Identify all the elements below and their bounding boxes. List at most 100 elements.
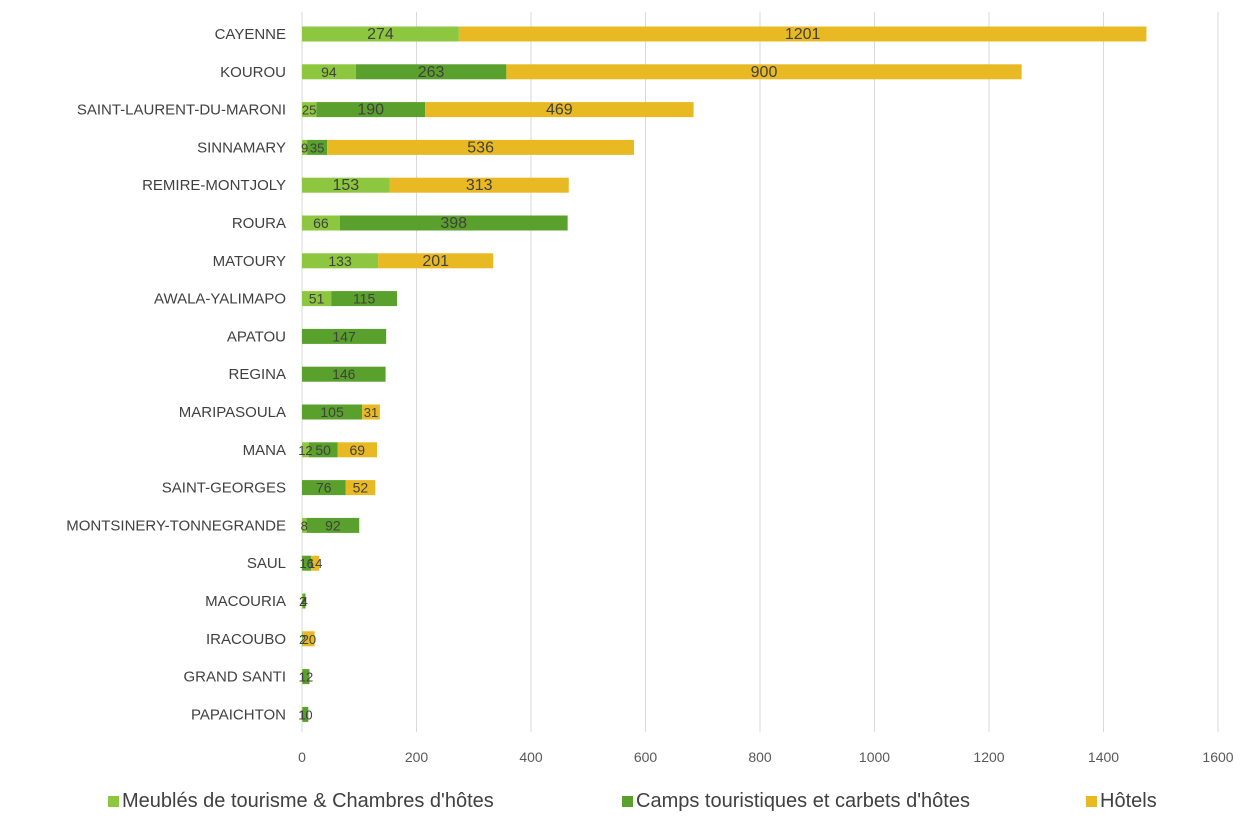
x-tick-label: 1200 — [973, 749, 1004, 765]
bar-segment — [308, 442, 338, 458]
legend-item: Meublés de tourisme & Chambres d'hôtes — [108, 790, 494, 812]
data-label: 190 — [357, 102, 384, 119]
bar-segment — [316, 102, 426, 118]
bar-segment — [302, 215, 340, 231]
data-label: 274 — [367, 26, 394, 43]
gridlines — [301, 12, 1219, 732]
bar-segment — [302, 139, 308, 155]
category-label: GRAND SANTI — [183, 669, 286, 686]
category-label: APATOU — [227, 328, 286, 345]
legend-label: Hôtels — [1100, 790, 1157, 812]
category-label: SAINT-LAURENT-DU-MARONI — [77, 102, 286, 119]
x-tick-label: 1600 — [1202, 749, 1233, 765]
data-label: 69 — [349, 442, 365, 458]
bar-segment — [302, 631, 304, 647]
category-label: AWALA-YALIMAPO — [154, 291, 286, 308]
data-label: 20 — [302, 632, 316, 647]
category-label: REMIRE-MONTJOLY — [142, 177, 286, 194]
bar-segment — [302, 366, 386, 382]
legend-item: Camps touristiques et carbets d'hôtes — [622, 790, 970, 812]
data-label: 1201 — [785, 26, 821, 43]
legend-label: Meublés de tourisme & Chambres d'hôtes — [122, 790, 494, 812]
category-label: SAUL — [247, 555, 286, 572]
data-label: 51 — [309, 291, 325, 307]
legend-swatch — [1086, 796, 1097, 807]
data-label: 14 — [308, 556, 322, 571]
bar-segment — [506, 64, 1022, 80]
category-label: REGINA — [228, 366, 286, 383]
data-label: 536 — [467, 139, 494, 156]
x-tick-label: 800 — [748, 749, 772, 765]
data-label: 12 — [298, 443, 312, 458]
x-tick-label: 0 — [298, 749, 306, 765]
bar-segment — [302, 64, 356, 80]
data-label: 4 — [301, 594, 308, 609]
legend-swatch — [622, 796, 633, 807]
bar-segment — [311, 555, 320, 571]
data-label: 105 — [320, 404, 344, 420]
bar-segment — [355, 64, 507, 80]
bar-segment — [389, 177, 569, 193]
data-label: 31 — [364, 405, 378, 420]
category-label: CAYENNE — [215, 26, 286, 43]
bar-segment — [302, 404, 363, 420]
data-label: 25 — [302, 103, 316, 118]
category-label: MONTSINERY-TONNEGRANDE — [66, 517, 286, 534]
data-label: 398 — [440, 215, 467, 232]
data-label: 50 — [315, 442, 331, 458]
bar-segment — [378, 253, 494, 269]
bars — [302, 26, 1147, 722]
data-label: 2 — [299, 632, 306, 647]
data-label: 2 — [299, 594, 306, 609]
bar-segment — [302, 102, 317, 118]
legend-swatch — [108, 796, 119, 807]
bar-segment — [302, 253, 379, 269]
bar-segment — [302, 669, 310, 685]
bar-segment — [307, 139, 328, 155]
data-label: 1 — [299, 707, 306, 722]
bar-segment — [302, 291, 332, 307]
category-label: IRACOUBO — [206, 631, 286, 648]
category-label: KOUROU — [220, 64, 286, 81]
bar-segment — [302, 26, 459, 42]
bar-segment — [425, 102, 694, 118]
data-label: 66 — [313, 215, 329, 231]
data-label: 313 — [466, 177, 493, 194]
bar-segment — [303, 631, 315, 647]
data-label: 115 — [353, 291, 376, 307]
bar-segment — [302, 177, 390, 193]
data-label: 16 — [299, 556, 313, 571]
x-tick-label: 400 — [519, 749, 543, 765]
data-label: 8 — [301, 518, 308, 533]
data-label: 147 — [332, 328, 356, 344]
category-label: PAPAICHTON — [191, 706, 286, 723]
data-label: 133 — [328, 253, 352, 269]
legend: Meublés de tourisme & Chambres d'hôtes Ca… — [108, 790, 1157, 812]
bar-segment — [458, 26, 1147, 42]
data-label: 9 — [301, 140, 308, 155]
bar-segment — [331, 291, 398, 307]
category-label: SAINT-GEORGES — [162, 480, 286, 497]
bar-segment — [362, 404, 380, 420]
bar-segment — [302, 593, 304, 609]
data-label: 1 — [299, 670, 306, 685]
data-label: 153 — [332, 177, 359, 194]
x-tick-label: 600 — [634, 749, 658, 765]
bar-segment — [327, 139, 635, 155]
legend-label: Camps touristiques et carbets d'hôtes — [636, 790, 970, 812]
category-label: MATOURY — [213, 253, 286, 270]
bar-segment — [345, 480, 376, 496]
x-tick-label: 1400 — [1088, 749, 1119, 765]
bar-segment — [337, 442, 377, 458]
x-axis-ticks: 0 200 400 600 800 1000 1200 1400 1600 — [298, 749, 1234, 765]
data-label: 52 — [353, 480, 369, 496]
category-label: MACOURIA — [205, 593, 286, 610]
bar-segment — [302, 328, 387, 344]
legend-item: Hôtels — [1086, 790, 1157, 812]
data-label: 35 — [310, 140, 324, 155]
category-label: ROURA — [232, 215, 286, 232]
bar-segment — [302, 706, 309, 722]
